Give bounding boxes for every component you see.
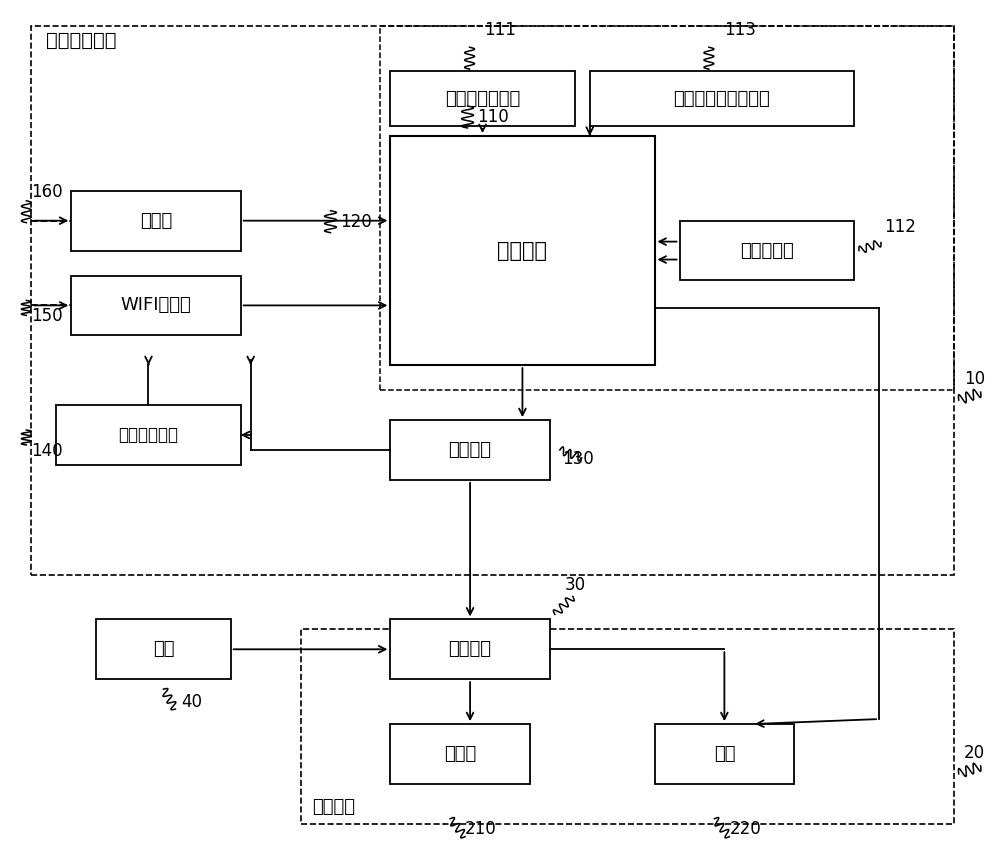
Text: 130: 130 [562, 450, 594, 468]
Text: 电源: 电源 [153, 641, 174, 658]
Text: 30: 30 [565, 576, 586, 594]
Text: 延时电路: 延时电路 [449, 441, 492, 459]
Bar [390, 71, 575, 126]
Text: 受控开关: 受控开关 [449, 641, 492, 658]
Text: 210: 210 [465, 820, 497, 838]
Bar [71, 275, 241, 335]
Text: 140: 140 [31, 442, 63, 460]
Bar [71, 191, 241, 250]
Text: 160: 160 [31, 182, 63, 200]
Bar [56, 405, 241, 465]
Text: 150: 150 [31, 307, 63, 325]
Bar [655, 724, 794, 783]
Text: 电梯空调: 电梯空调 [313, 798, 356, 816]
Text: 20: 20 [964, 744, 985, 762]
Text: 线控器: 线控器 [140, 212, 172, 230]
Text: 112: 112 [884, 218, 916, 236]
Bar [390, 136, 655, 366]
Bar [680, 221, 854, 280]
Bar [380, 27, 954, 390]
Text: 温度传感器: 温度传感器 [740, 242, 794, 260]
Text: 开关门信号采集电路: 开关门信号采集电路 [674, 89, 770, 108]
Bar [390, 420, 550, 480]
Text: 40: 40 [181, 693, 202, 711]
Text: 电梯控制装置: 电梯控制装置 [46, 31, 117, 50]
Text: 压力保护开关: 压力保护开关 [118, 426, 178, 444]
Bar [301, 630, 954, 824]
Bar [590, 71, 854, 126]
Text: 111: 111 [485, 22, 516, 40]
Text: 120: 120 [340, 212, 372, 230]
Bar [96, 619, 231, 679]
Text: WIFI操作器: WIFI操作器 [121, 297, 191, 315]
Text: 10: 10 [964, 370, 985, 388]
Text: 微控制器: 微控制器 [497, 241, 547, 261]
Bar [390, 724, 530, 783]
Bar [390, 619, 550, 679]
Text: 压缩机: 压缩机 [444, 745, 476, 763]
Text: 110: 110 [478, 108, 509, 126]
Text: 运动检测传感器: 运动检测传感器 [445, 89, 520, 108]
Bar [31, 27, 954, 574]
Text: 220: 220 [729, 820, 761, 838]
Text: 113: 113 [724, 22, 756, 40]
Text: 风机: 风机 [714, 745, 735, 763]
